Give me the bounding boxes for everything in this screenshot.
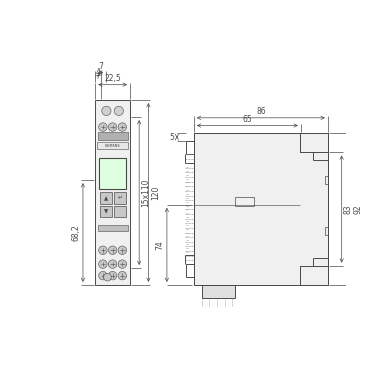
Bar (98, 225, 128, 231)
Circle shape (118, 260, 127, 268)
Circle shape (99, 123, 107, 131)
Bar (98, 132, 128, 140)
Bar (300, 133, 328, 152)
Text: 120: 120 (151, 185, 160, 200)
Circle shape (109, 123, 117, 131)
Text: 65: 65 (243, 115, 252, 124)
Bar (301, 134, 327, 152)
Text: 68,2: 68,2 (72, 224, 81, 241)
Circle shape (118, 271, 127, 280)
Circle shape (118, 123, 127, 131)
Text: 22,5: 22,5 (104, 74, 121, 83)
Bar (300, 266, 328, 285)
Circle shape (99, 260, 107, 268)
Text: ▲: ▲ (104, 196, 108, 201)
Bar (235, 197, 254, 206)
Bar (99, 158, 126, 189)
Bar (325, 227, 328, 235)
Text: 5: 5 (170, 132, 175, 142)
Circle shape (99, 271, 107, 280)
Circle shape (118, 246, 127, 254)
Text: ↵: ↵ (117, 196, 122, 201)
Bar (202, 285, 235, 298)
Circle shape (114, 106, 124, 115)
Text: SIEMENS: SIEMENS (105, 144, 121, 147)
Circle shape (104, 273, 111, 281)
Text: 83: 83 (344, 204, 353, 214)
Bar (100, 192, 112, 204)
Text: 7: 7 (98, 62, 103, 71)
Bar (194, 133, 328, 285)
Bar (95, 100, 130, 285)
Bar (100, 206, 112, 217)
Circle shape (102, 106, 111, 115)
Bar (325, 176, 328, 184)
Circle shape (109, 271, 117, 280)
Text: 92: 92 (353, 204, 362, 214)
Bar (114, 192, 126, 204)
Text: 74: 74 (156, 240, 165, 250)
Circle shape (109, 260, 117, 268)
Text: 4: 4 (96, 68, 101, 77)
Text: 86: 86 (256, 107, 266, 116)
Text: 15x110: 15x110 (142, 178, 151, 207)
Circle shape (99, 246, 107, 254)
Bar (301, 266, 327, 284)
Bar (114, 206, 126, 217)
Circle shape (109, 246, 117, 254)
Text: ▼: ▼ (104, 209, 108, 214)
Bar (97, 142, 129, 149)
